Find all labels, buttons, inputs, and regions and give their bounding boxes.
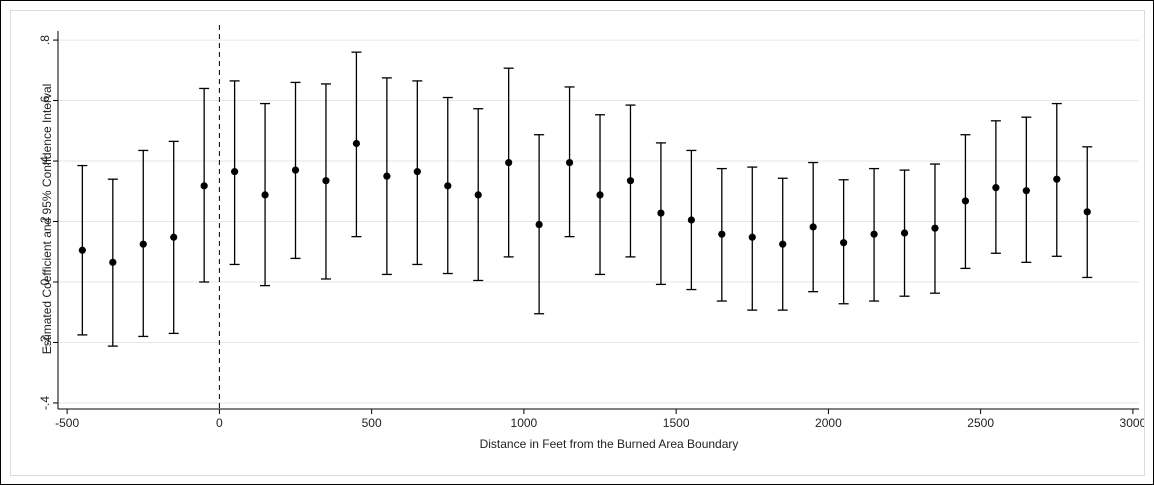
- x-tick-label-1: 0: [216, 416, 223, 430]
- y-tick-label-1: -.2: [38, 335, 52, 349]
- x-tick-label-0: -500: [55, 416, 79, 430]
- chart-panel: Estimated Coefficient and 95% Confidence…: [10, 10, 1147, 476]
- x-tick-label-6: 2500: [967, 416, 994, 430]
- estimate-point-11: [413, 168, 421, 176]
- estimate-point-1: [109, 258, 117, 266]
- x-tick-label-3: 1000: [511, 416, 538, 430]
- estimate-point-20: [687, 216, 695, 224]
- estimate-point-10: [383, 172, 391, 180]
- x-tick-label-2: 500: [362, 416, 382, 430]
- estimate-point-6: [261, 191, 269, 199]
- estimate-point-14: [505, 158, 513, 167]
- estimate-point-19: [657, 209, 665, 217]
- y-axis-label: Estimated Coefficient and 95% Confidence…: [40, 84, 54, 355]
- estimate-point-22: [748, 233, 756, 241]
- estimate-point-18: [626, 177, 635, 185]
- estimate-point-2: [139, 240, 147, 248]
- estimate-point-28: [931, 224, 939, 232]
- estimate-point-13: [474, 191, 482, 199]
- estimate-point-12: [444, 182, 452, 190]
- estimate-point-8: [322, 177, 330, 185]
- estimate-point-25: [840, 239, 848, 247]
- y-tick-label-5: .6: [38, 95, 52, 105]
- x-tick-label-7: 3000: [1120, 416, 1144, 430]
- estimate-point-21: [718, 230, 726, 238]
- estimate-point-15: [535, 220, 543, 229]
- x-tick-label-4: 1500: [663, 416, 690, 430]
- y-tick-label-6: .8: [38, 35, 52, 45]
- x-tick-label-5: 2000: [815, 416, 842, 430]
- estimate-point-33: [1083, 208, 1091, 216]
- estimate-point-27: [900, 229, 909, 237]
- estimate-point-0: [78, 246, 86, 254]
- estimate-point-3: [170, 233, 178, 241]
- estimate-point-32: [1053, 175, 1061, 183]
- estimate-point-23: [779, 240, 787, 248]
- estimate-point-17: [596, 191, 604, 199]
- estimate-point-30: [992, 184, 1000, 192]
- y-tick-label-0: -.4: [38, 396, 52, 410]
- y-tick-label-4: .4: [38, 156, 52, 166]
- estimate-point-9: [352, 139, 361, 148]
- top-rule: [0, 0, 1154, 1]
- estimate-point-5: [231, 168, 239, 176]
- coefficient-chart: Estimated Coefficient and 95% Confidence…: [38, 25, 1147, 451]
- estimate-point-7: [291, 166, 300, 174]
- y-tick-label-3: .2: [38, 216, 52, 226]
- estimate-point-29: [961, 197, 970, 205]
- x-axis-label: Distance in Feet from the Burned Area Bo…: [480, 437, 739, 451]
- y-tick-label-2: 0: [38, 278, 52, 285]
- estimate-point-24: [809, 223, 817, 231]
- estimate-point-31: [1022, 187, 1030, 195]
- estimate-point-26: [870, 230, 878, 238]
- estimate-point-16: [565, 158, 574, 167]
- estimate-point-4: [200, 182, 208, 190]
